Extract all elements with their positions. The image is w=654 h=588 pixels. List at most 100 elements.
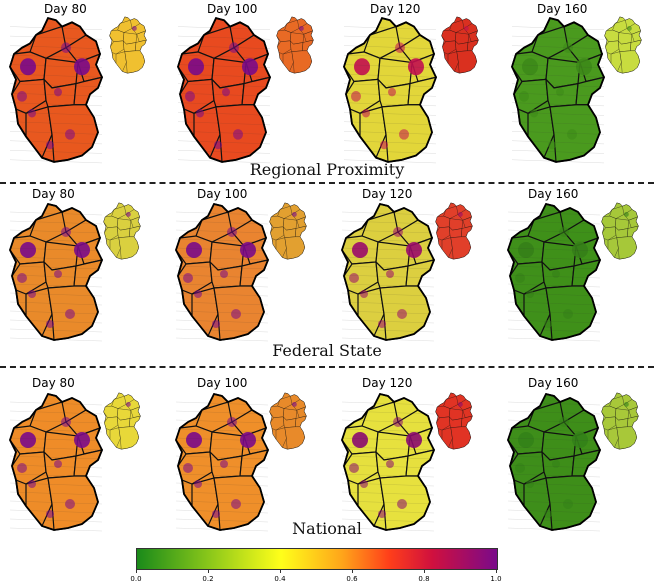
county-border xyxy=(175,220,269,225)
hotspot-region xyxy=(378,510,386,518)
inset-map xyxy=(103,392,141,450)
row-title-regional-proximity: Regional Proximity xyxy=(249,160,405,179)
state-region xyxy=(130,216,141,228)
hotspot-region xyxy=(233,129,243,140)
county-border xyxy=(9,518,103,523)
hotspot-region xyxy=(395,42,405,53)
hotspot-region xyxy=(65,309,75,319)
county-border xyxy=(507,401,601,406)
county-border xyxy=(9,26,103,30)
hotspot-region xyxy=(572,242,588,258)
county-border xyxy=(175,482,269,487)
county-border xyxy=(9,220,103,225)
row-divider xyxy=(0,182,654,184)
county-border xyxy=(177,93,271,97)
state-region xyxy=(468,30,479,42)
state-region xyxy=(443,395,459,409)
county-border xyxy=(175,238,269,243)
germany-map xyxy=(175,202,269,342)
county-border xyxy=(175,464,269,469)
germany-map xyxy=(177,17,271,164)
county-border xyxy=(9,464,103,469)
county-border xyxy=(507,464,601,469)
county-border xyxy=(175,310,269,315)
county-border xyxy=(9,319,103,324)
hotspot-region xyxy=(186,242,202,258)
hotspot-region xyxy=(222,87,230,97)
county-border xyxy=(175,455,269,460)
colorbar-tickmark xyxy=(352,569,353,573)
county-border xyxy=(511,93,605,97)
county-border xyxy=(507,247,601,252)
colorbar-tick-label: 1.0 xyxy=(490,575,502,583)
state-region xyxy=(619,50,640,74)
county-border xyxy=(9,150,103,154)
county-border xyxy=(175,211,269,216)
hotspot-region xyxy=(74,432,90,448)
county-border xyxy=(507,310,601,315)
hotspot-region xyxy=(126,211,131,217)
county-border xyxy=(9,121,103,126)
county-border xyxy=(9,301,103,306)
county-border xyxy=(9,274,103,279)
county-border xyxy=(177,74,271,78)
county-border xyxy=(511,64,605,68)
state-region xyxy=(457,399,472,411)
county-border xyxy=(177,131,271,135)
county-border xyxy=(511,54,605,59)
state-region xyxy=(615,408,629,421)
panel-label-r1-p1: Day 80 xyxy=(44,2,87,16)
state-region xyxy=(211,57,247,89)
county-border xyxy=(507,211,601,216)
county-border xyxy=(175,518,269,523)
hotspot-region xyxy=(399,129,409,140)
county-border xyxy=(343,131,437,135)
hotspot-region xyxy=(526,290,534,298)
hotspot-region xyxy=(351,91,361,102)
panel-label-r2-p3: Day 120 xyxy=(362,187,413,201)
state-region xyxy=(117,19,133,33)
panel-label-r3-p4: Day 160 xyxy=(528,376,579,390)
hotspot-region xyxy=(360,290,368,298)
hotspot-region xyxy=(397,499,407,509)
hotspot-region xyxy=(212,320,220,328)
state-region xyxy=(118,426,139,450)
hotspot-region xyxy=(518,432,534,448)
county-border xyxy=(507,455,601,460)
hotspot-region xyxy=(544,320,552,328)
row-title-federal-state: Federal State xyxy=(272,341,382,360)
country-border xyxy=(507,202,601,341)
county-border xyxy=(9,93,103,97)
hotspot-region xyxy=(231,309,241,319)
state-region xyxy=(29,211,67,243)
county-border xyxy=(343,140,437,145)
state-region xyxy=(618,32,632,45)
hotspot-region xyxy=(406,432,422,448)
panel-label-r2-p1: Day 80 xyxy=(32,187,75,201)
hotspot-region xyxy=(572,432,588,448)
county-border xyxy=(175,256,269,261)
hotspot-region xyxy=(74,242,90,258)
state-region xyxy=(631,30,642,42)
state-region xyxy=(117,218,131,231)
hotspot-region xyxy=(65,129,75,140)
county-border xyxy=(511,150,605,154)
hotspot-region xyxy=(388,87,396,97)
state-region xyxy=(449,408,463,421)
county-border xyxy=(341,518,435,523)
hotspot-region xyxy=(380,140,388,150)
county-border xyxy=(9,491,103,496)
inset-map xyxy=(441,16,479,74)
county-border xyxy=(343,121,437,126)
state-region xyxy=(195,401,233,433)
state-region xyxy=(111,205,127,219)
hotspot-region xyxy=(292,211,297,217)
hotspot-region xyxy=(46,320,54,328)
hotspot-region xyxy=(17,273,27,283)
county-border xyxy=(177,140,271,145)
hotspot-region xyxy=(354,58,370,76)
inset-map xyxy=(269,202,307,260)
county-border xyxy=(341,238,435,243)
germany-map xyxy=(341,202,435,342)
county-border xyxy=(341,401,435,406)
